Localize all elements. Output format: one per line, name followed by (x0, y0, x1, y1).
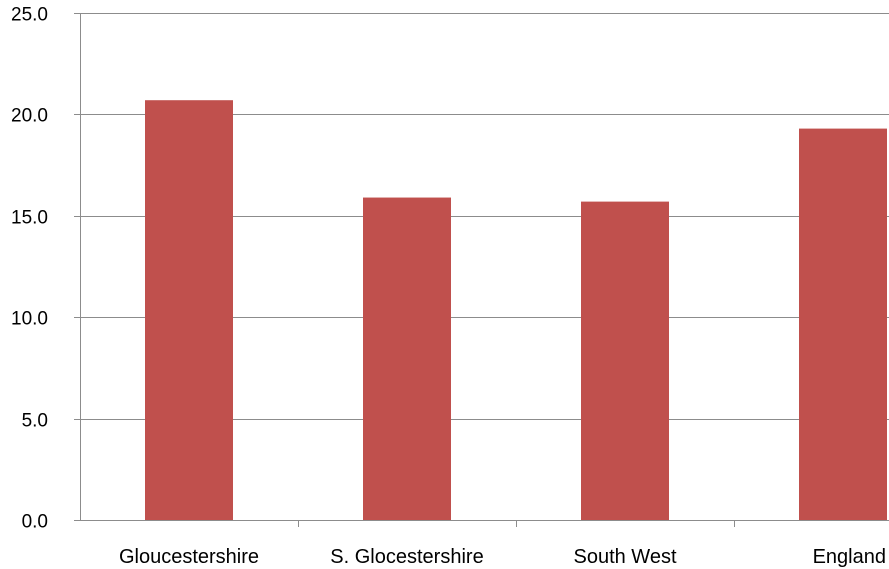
x-tick-label: Gloucestershire (119, 546, 259, 568)
bar-gloucestershire (145, 100, 233, 520)
bar-south-west (581, 201, 669, 520)
y-tick-label: 10.0 (11, 309, 48, 330)
x-tick-label: South West (573, 546, 676, 568)
y-tick-label: 15.0 (11, 208, 48, 229)
bar-england (799, 128, 887, 520)
x-tick-label: S. Glocestershire (330, 546, 483, 568)
axes (74, 13, 889, 527)
x-axis-tick-labels: Gloucestershire S. Glocestershire South We… (119, 546, 886, 568)
bars (145, 100, 887, 520)
bar-s-glocestershire (363, 197, 451, 520)
y-axis-tick-labels: 0.0 5.0 10.0 15.0 20.0 25.0 (11, 5, 48, 533)
y-tick-label: 5.0 (22, 411, 48, 432)
x-tick-label: England (813, 546, 886, 568)
y-tick-label: 25.0 (11, 5, 48, 26)
y-tick-label: 0.0 (22, 512, 48, 533)
y-tick-label: 20.0 (11, 106, 48, 127)
